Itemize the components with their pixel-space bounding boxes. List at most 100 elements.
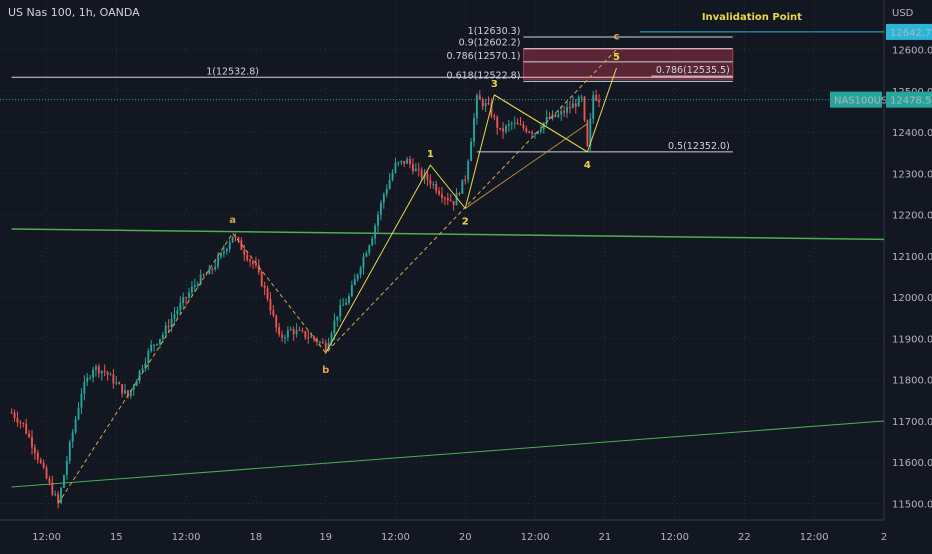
candle-body [353, 279, 356, 286]
candle-body [342, 304, 345, 306]
candle-body [196, 284, 199, 286]
candle-body [301, 330, 304, 332]
candle-body [45, 467, 48, 479]
candle-body [48, 478, 51, 483]
candle-body [534, 133, 536, 135]
candle-body [57, 494, 60, 503]
wave-label-c: c [614, 32, 620, 43]
candle-body [522, 124, 525, 129]
candle-body [124, 390, 126, 394]
candle-body [394, 162, 397, 173]
fib-label: 0.5(12352.0) [668, 141, 730, 152]
candle-body [173, 313, 176, 319]
candle-body [499, 127, 502, 129]
candle-body [443, 198, 446, 200]
candle-body [507, 124, 510, 126]
candle-body [185, 297, 188, 299]
y-tick-label: 12400.0 [892, 128, 932, 139]
fib-label: 0.786(12570.1) [447, 51, 521, 62]
candle-body [330, 333, 333, 343]
candle-body [220, 253, 222, 257]
fib-label: 1(12532.8) [206, 66, 259, 77]
currency-label: USD [892, 8, 914, 19]
candle-body [118, 382, 121, 385]
candle-body [167, 325, 170, 328]
candle-body [179, 303, 182, 311]
candle-body [345, 302, 347, 305]
candle-body [100, 370, 103, 374]
candle-body [566, 107, 568, 113]
candle-body [13, 412, 16, 418]
candle-body [397, 162, 400, 164]
candle-body [470, 141, 473, 162]
fib-label: 1(12630.3) [468, 26, 521, 37]
y-tick-label: 12100.0 [892, 252, 932, 263]
candle-body [409, 159, 411, 165]
candle-body [493, 116, 496, 118]
wave-label-4: 4 [584, 160, 591, 171]
candle-body [161, 334, 164, 339]
candle-body [132, 386, 135, 391]
x-tick-label: 12:00 [800, 532, 829, 543]
candle-body [336, 316, 339, 321]
candle-body [199, 274, 202, 285]
candle-body [16, 417, 19, 423]
fib-label: 0.618(12522.8) [447, 70, 521, 81]
candle-body [475, 95, 478, 119]
candle-body [144, 363, 147, 369]
candle-body [22, 422, 25, 424]
candle-body [115, 382, 118, 384]
candle-body [269, 298, 272, 311]
x-tick-label: 19 [319, 532, 332, 543]
candle-body [170, 318, 173, 328]
candle-body [77, 407, 80, 420]
candle-body [193, 285, 196, 287]
candle-body [83, 382, 86, 394]
candle-body [92, 369, 94, 378]
candle-body [97, 366, 100, 374]
abc-wave-path [57, 49, 617, 504]
candle-body [414, 168, 417, 172]
candle-body [350, 285, 353, 297]
trendline-lower-green [11, 420, 885, 488]
candle-body [289, 329, 292, 331]
candle-body [127, 390, 129, 397]
candle-body [577, 97, 580, 107]
candle-body [502, 128, 505, 132]
candle-body [292, 329, 295, 335]
price-tag-label: 12478.5 [890, 96, 931, 107]
candle-body [484, 103, 487, 107]
candle-body [249, 259, 252, 262]
candle-body [164, 325, 167, 335]
candle-body [109, 374, 112, 376]
candle-body [473, 118, 475, 142]
candle-body [158, 338, 161, 344]
x-tick-label: 12:00 [521, 532, 550, 543]
candle-body [205, 274, 208, 276]
candle-body [298, 330, 301, 332]
candle-body [307, 337, 310, 339]
y-tick-label: 12600.0 [892, 46, 932, 57]
candle-body [452, 201, 455, 206]
candle-body [321, 341, 324, 344]
impulse-wave-path [325, 67, 617, 354]
fib-label: 0.786(12535.5) [656, 65, 730, 76]
candle-body [537, 131, 539, 134]
price-tag [886, 91, 932, 108]
candle-body [586, 120, 589, 147]
candle-body [519, 124, 522, 126]
candle-body [359, 267, 362, 275]
candle-body [54, 494, 57, 496]
x-tick-label: 15 [110, 532, 123, 543]
candle-body [362, 256, 365, 268]
y-tick-label: 11800.0 [892, 376, 932, 387]
candle-body [528, 131, 531, 133]
candle-body [281, 334, 284, 338]
wave-label-3: 3 [491, 79, 498, 90]
candle-body [222, 251, 225, 254]
candle-body [60, 487, 63, 503]
candle-body [246, 254, 249, 260]
candle-body [432, 183, 435, 185]
candle-body [496, 117, 499, 128]
candle-body [531, 132, 534, 134]
